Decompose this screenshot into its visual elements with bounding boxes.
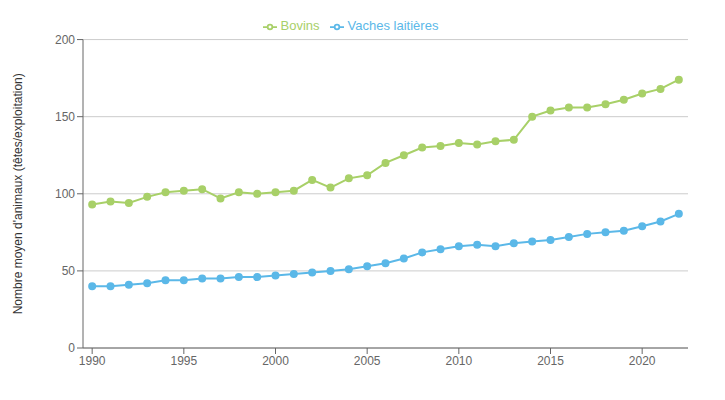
svg-text:100: 100 xyxy=(55,187,75,201)
html-text:Bovins: Bovins xyxy=(280,18,320,33)
svg-text:2020: 2020 xyxy=(629,354,656,368)
svg-text:150: 150 xyxy=(55,110,75,124)
html-text:Vaches laitières: Vaches laitières xyxy=(347,18,439,33)
svg-text:2015: 2015 xyxy=(537,354,564,368)
svg-text:0: 0 xyxy=(68,341,75,355)
svg-text:2000: 2000 xyxy=(262,354,289,368)
svg-text:200: 200 xyxy=(55,33,75,47)
svg-text:1990: 1990 xyxy=(79,354,106,368)
svg-text:50: 50 xyxy=(62,264,76,278)
svg-text:2010: 2010 xyxy=(445,354,472,368)
svg-text:Nombre moyen d'animaux (têtes/: Nombre moyen d'animaux (têtes/exploitati… xyxy=(11,73,25,314)
svg-text:2005: 2005 xyxy=(354,354,381,368)
svg-text:1995: 1995 xyxy=(170,354,197,368)
